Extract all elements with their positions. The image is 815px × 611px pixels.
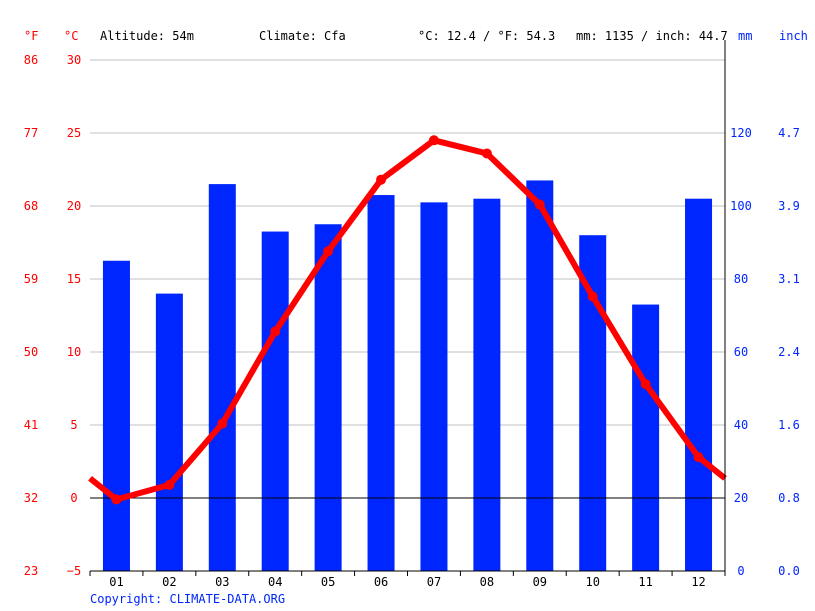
month-label: 10	[585, 575, 599, 589]
temperature-point	[164, 479, 175, 490]
f-tick-label: 77	[24, 126, 38, 140]
precip-bar	[102, 260, 130, 571]
temperature-point	[481, 148, 492, 159]
temperature-point	[323, 246, 334, 257]
f-tick-label: 86	[24, 53, 38, 67]
c-tick-label: 10	[67, 345, 81, 359]
precip-bar	[155, 293, 183, 571]
mm-tick-label: 40	[734, 418, 748, 432]
c-tick-label: 15	[67, 272, 81, 286]
temperature-point	[270, 326, 281, 337]
precip-bar	[420, 202, 448, 571]
c-tick-label: 5	[70, 418, 77, 432]
month-label: 02	[162, 575, 176, 589]
mm-unit-label: mm	[738, 29, 752, 43]
mm-tick-label: 120	[730, 126, 752, 140]
f-tick-label: 68	[24, 199, 38, 213]
f-tick-label: 59	[24, 272, 38, 286]
mm-tick-label: 0	[737, 564, 744, 578]
precip-bar	[261, 231, 289, 572]
temperature-point	[217, 418, 228, 429]
inch-tick-label: 3.1	[778, 272, 800, 286]
month-label: 08	[480, 575, 494, 589]
precip-bar	[526, 180, 554, 571]
precip-total-label: mm: 1135 / inch: 44.7	[576, 29, 728, 43]
temperature-point	[693, 452, 704, 463]
temperature-point	[111, 494, 122, 505]
inch-tick-label: 0.8	[778, 491, 800, 505]
f-tick-label: 50	[24, 345, 38, 359]
temperature-point	[640, 379, 651, 390]
month-label: 12	[691, 575, 705, 589]
altitude-label: Altitude: 54m	[100, 29, 194, 43]
temperature-point	[428, 135, 439, 146]
month-label: 04	[268, 575, 282, 589]
f-tick-label: 32	[24, 491, 38, 505]
c-tick-label: 20	[67, 199, 81, 213]
month-label: 07	[427, 575, 441, 589]
temperature-point	[587, 291, 598, 302]
climate-label: Climate: Cfa	[259, 29, 346, 43]
f-unit-label: °F	[24, 29, 38, 43]
c-tick-label: 0	[70, 491, 77, 505]
inch-unit-label: inch	[779, 29, 808, 43]
month-label: 03	[215, 575, 229, 589]
inch-tick-label: 1.6	[778, 418, 800, 432]
f-tick-label: 41	[24, 418, 38, 432]
mm-tick-label: 80	[734, 272, 748, 286]
precip-bar	[473, 198, 501, 571]
inch-tick-label: 3.9	[778, 199, 800, 213]
temp-mean-label: °C: 12.4 / °F: 54.3	[418, 29, 555, 43]
precip-bar	[367, 195, 395, 572]
c-tick-label: 25	[67, 126, 81, 140]
month-label: 01	[109, 575, 123, 589]
inch-tick-label: 2.4	[778, 345, 800, 359]
mm-tick-label: 60	[734, 345, 748, 359]
month-label: 06	[374, 575, 388, 589]
c-tick-label: −5	[67, 564, 81, 578]
c-tick-label: 30	[67, 53, 81, 67]
inch-tick-label: 4.7	[778, 126, 800, 140]
inch-tick-label: 0.0	[778, 564, 800, 578]
precip-bar	[685, 198, 713, 571]
temperature-point	[376, 174, 387, 185]
copyright: Copyright: CLIMATE-DATA.ORG	[90, 592, 285, 606]
month-label: 09	[533, 575, 547, 589]
precip-bar	[632, 304, 660, 571]
mm-tick-label: 100	[730, 199, 752, 213]
c-unit-label: °C	[64, 29, 78, 43]
precip-bar	[314, 224, 342, 571]
precip-bar	[208, 184, 236, 571]
f-tick-label: 23	[24, 564, 38, 578]
mm-tick-label: 20	[734, 491, 748, 505]
month-label: 05	[321, 575, 335, 589]
temperature-line	[88, 137, 727, 503]
month-label: 11	[638, 575, 652, 589]
temperature-point	[534, 199, 545, 210]
